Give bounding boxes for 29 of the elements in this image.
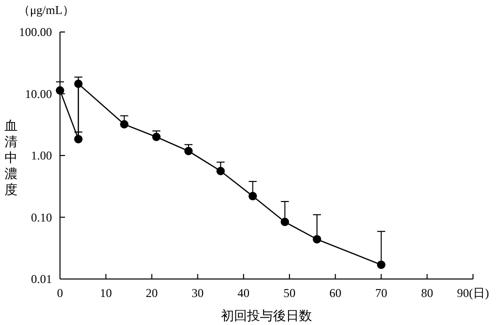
y-tick-label: 100.00 bbox=[19, 25, 52, 39]
x-tick-label: 0 bbox=[57, 286, 63, 300]
y-tick-label: 0.10 bbox=[31, 210, 52, 224]
text: （μg/mL） bbox=[18, 3, 74, 17]
point bbox=[216, 166, 225, 176]
x-axis-title: 初回投与後日数 bbox=[221, 308, 312, 323]
point bbox=[280, 218, 290, 226]
y-tick-label: 0.01 bbox=[31, 272, 52, 286]
y-tick-label: 1.00 bbox=[31, 148, 52, 162]
point bbox=[184, 146, 193, 156]
point bbox=[56, 86, 64, 95]
x-tick-label: 70 bbox=[375, 286, 388, 300]
x-tick-label: 50 bbox=[283, 286, 296, 300]
point bbox=[312, 235, 322, 244]
point bbox=[377, 260, 386, 269]
x-tick-label: 80 bbox=[421, 286, 434, 300]
x-tick-label: 40 bbox=[238, 286, 250, 300]
point bbox=[248, 192, 257, 200]
x-tick-label: 20 bbox=[146, 286, 158, 300]
x-tick-label: 30 bbox=[192, 286, 204, 300]
point bbox=[120, 120, 128, 129]
point bbox=[152, 132, 161, 142]
point bbox=[74, 80, 83, 88]
x-tick-label: 60 bbox=[329, 286, 342, 300]
x-tick-label: 10 bbox=[100, 286, 112, 300]
y-tick-label: 10.00 bbox=[25, 86, 52, 101]
point bbox=[74, 134, 83, 144]
y-axis-title: 血清中濃度 bbox=[4, 118, 18, 197]
x-tick-label: 90(日) bbox=[457, 286, 489, 300]
